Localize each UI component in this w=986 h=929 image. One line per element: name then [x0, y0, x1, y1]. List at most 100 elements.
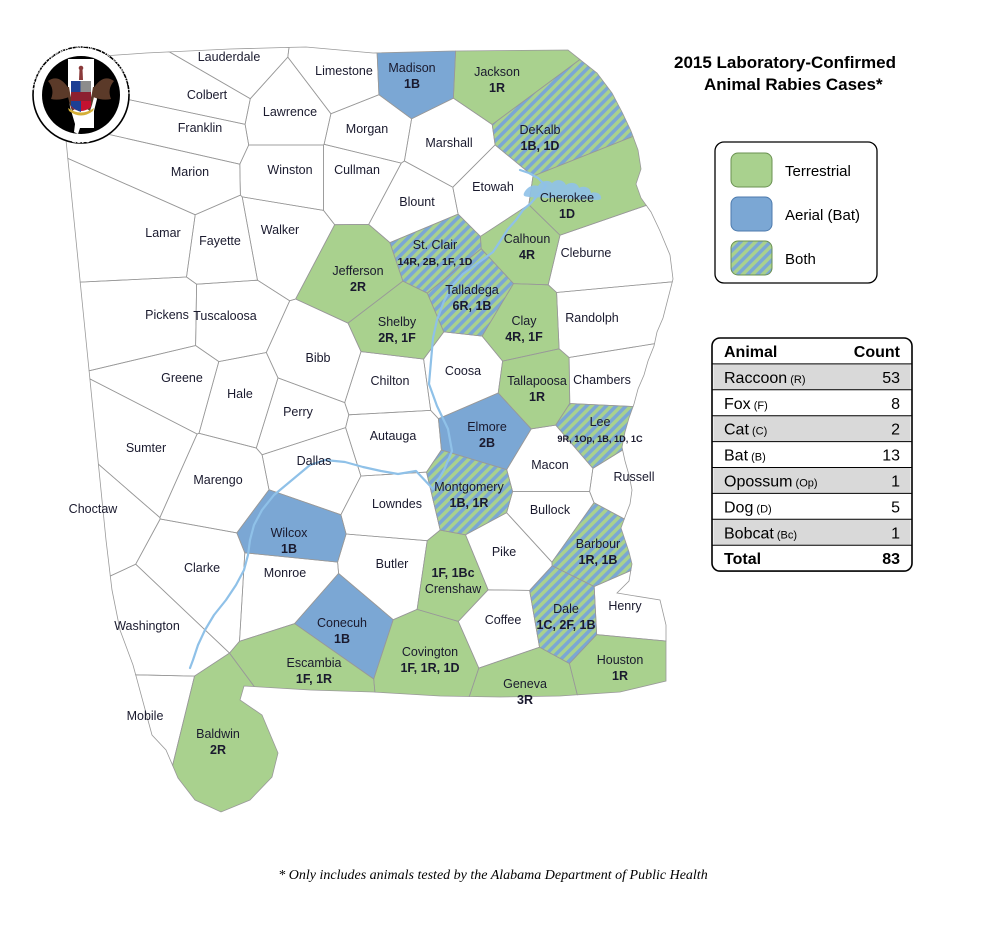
svg-text:Morgan: Morgan	[346, 122, 388, 136]
svg-text:Russell: Russell	[614, 470, 655, 484]
svg-text:Lawrence: Lawrence	[263, 105, 317, 119]
svg-text:1R: 1R	[489, 81, 505, 95]
svg-text:1R: 1R	[612, 669, 628, 683]
svg-text:Winston: Winston	[267, 163, 312, 177]
svg-text:Dale: Dale	[553, 602, 579, 616]
svg-text:Cherokee: Cherokee	[540, 191, 594, 205]
svg-text:Marion: Marion	[171, 165, 209, 179]
svg-text:6R, 1B: 6R, 1B	[453, 299, 492, 313]
svg-text:Lowndes: Lowndes	[372, 497, 422, 511]
svg-text:Dallas: Dallas	[297, 454, 332, 468]
svg-text:Perry: Perry	[283, 405, 314, 419]
svg-text:4R: 4R	[519, 248, 535, 262]
svg-text:Pickens: Pickens	[145, 308, 189, 322]
svg-text:Choctaw: Choctaw	[69, 502, 119, 516]
svg-text:Geneva: Geneva	[503, 677, 547, 691]
svg-text:Cleburne: Cleburne	[561, 246, 612, 260]
svg-text:Jackson: Jackson	[474, 65, 520, 79]
svg-text:1B: 1B	[334, 632, 350, 646]
svg-text:Tuscaloosa: Tuscaloosa	[193, 309, 257, 323]
svg-text:Autauga: Autauga	[370, 429, 417, 443]
svg-text:DeKalb: DeKalb	[520, 123, 561, 137]
svg-text:14R, 2B, 1F, 1D: 14R, 2B, 1F, 1D	[398, 256, 473, 268]
svg-text:Both: Both	[785, 251, 816, 268]
svg-text:Terrestrial: Terrestrial	[785, 163, 851, 180]
svg-text:Limestone: Limestone	[315, 64, 373, 78]
svg-text:Escambia: Escambia	[287, 656, 342, 670]
svg-text:Bibb: Bibb	[305, 351, 330, 365]
svg-text:Fayette: Fayette	[199, 234, 241, 248]
svg-text:St. Clair: St. Clair	[413, 238, 457, 252]
svg-text:Houston: Houston	[597, 653, 644, 667]
svg-text:Bullock: Bullock	[530, 503, 571, 517]
svg-text:Walker: Walker	[261, 223, 299, 237]
svg-text:Count: Count	[854, 344, 901, 361]
svg-text:Marengo: Marengo	[193, 473, 242, 487]
svg-text:Total: Total	[724, 551, 761, 568]
svg-text:Clay: Clay	[511, 314, 537, 328]
svg-text:2R: 2R	[210, 743, 226, 757]
svg-text:1F, 1R, 1D: 1F, 1R, 1D	[400, 661, 459, 675]
svg-text:Randolph: Randolph	[565, 311, 619, 325]
svg-text:Madison: Madison	[388, 61, 435, 75]
svg-text:2: 2	[891, 422, 900, 439]
svg-text:Lauderdale: Lauderdale	[198, 50, 261, 64]
svg-text:1F, 1Bc: 1F, 1Bc	[431, 566, 474, 580]
svg-text:* Only includes animals tested: * Only includes animals tested by the Al…	[278, 868, 707, 883]
svg-text:Barbour: Barbour	[576, 537, 620, 551]
svg-text:Conecuh: Conecuh	[317, 616, 367, 630]
svg-text:1D: 1D	[559, 207, 575, 221]
svg-text:Marshall: Marshall	[425, 136, 472, 150]
svg-text:8: 8	[891, 396, 900, 413]
svg-text:Clarke: Clarke	[184, 561, 220, 575]
svg-text:Talladega: Talladega	[445, 283, 499, 297]
svg-text:Shelby: Shelby	[378, 315, 417, 329]
svg-text:9R, 1Op, 1B, 1D, 1C: 9R, 1Op, 1B, 1D, 1C	[557, 434, 643, 444]
svg-text:Baldwin: Baldwin	[196, 727, 240, 741]
svg-text:Etowah: Etowah	[472, 180, 514, 194]
svg-text:Greene: Greene	[161, 371, 203, 385]
svg-text:Blount: Blount	[399, 195, 435, 209]
svg-text:Calhoun: Calhoun	[504, 232, 551, 246]
svg-text:5: 5	[891, 499, 900, 516]
svg-text:Animal: Animal	[724, 344, 777, 361]
svg-text:Colbert: Colbert	[187, 88, 228, 102]
svg-text:1R, 1B: 1R, 1B	[579, 553, 618, 567]
svg-text:Franklin: Franklin	[178, 121, 223, 135]
svg-text:2R: 2R	[350, 280, 366, 294]
svg-text:2015 Laboratory-Confirmed: 2015 Laboratory-Confirmed	[674, 53, 896, 72]
svg-text:Monroe: Monroe	[264, 566, 306, 580]
svg-text:Lamar: Lamar	[145, 226, 180, 240]
svg-text:Mobile: Mobile	[127, 709, 164, 723]
svg-text:Wilcox: Wilcox	[271, 526, 309, 540]
svg-text:Henry: Henry	[608, 599, 642, 613]
svg-text:Jefferson: Jefferson	[332, 264, 383, 278]
svg-text:Cullman: Cullman	[334, 163, 380, 177]
svg-text:83: 83	[882, 551, 900, 568]
svg-text:2B: 2B	[479, 436, 495, 450]
svg-text:Lee: Lee	[590, 415, 611, 429]
svg-text:Macon: Macon	[531, 458, 569, 472]
svg-text:Montgomery: Montgomery	[434, 480, 504, 494]
svg-text:1R: 1R	[529, 390, 545, 404]
svg-text:1B: 1B	[281, 542, 297, 556]
svg-text:Covington: Covington	[402, 645, 458, 659]
svg-text:Pike: Pike	[492, 545, 516, 559]
svg-text:Butler: Butler	[376, 557, 409, 571]
svg-text:3R: 3R	[517, 693, 533, 707]
svg-text:Chambers: Chambers	[573, 373, 631, 387]
svg-text:Crenshaw: Crenshaw	[425, 582, 482, 596]
svg-text:1B, 1R: 1B, 1R	[450, 496, 489, 510]
svg-text:Coffee: Coffee	[485, 613, 522, 627]
svg-text:Washington: Washington	[114, 619, 180, 633]
svg-text:1: 1	[891, 474, 900, 491]
svg-text:Aerial (Bat): Aerial (Bat)	[785, 207, 860, 224]
svg-text:13: 13	[882, 448, 900, 465]
svg-text:2R, 1F: 2R, 1F	[378, 331, 416, 345]
svg-text:4R, 1F: 4R, 1F	[505, 330, 543, 344]
svg-text:1: 1	[891, 525, 900, 542]
svg-text:1B, 1D: 1B, 1D	[521, 139, 560, 153]
svg-text:1B: 1B	[404, 77, 420, 91]
svg-text:Animal Rabies Cases*: Animal Rabies Cases*	[704, 75, 883, 94]
svg-text:1C, 2F, 1B: 1C, 2F, 1B	[536, 618, 595, 632]
